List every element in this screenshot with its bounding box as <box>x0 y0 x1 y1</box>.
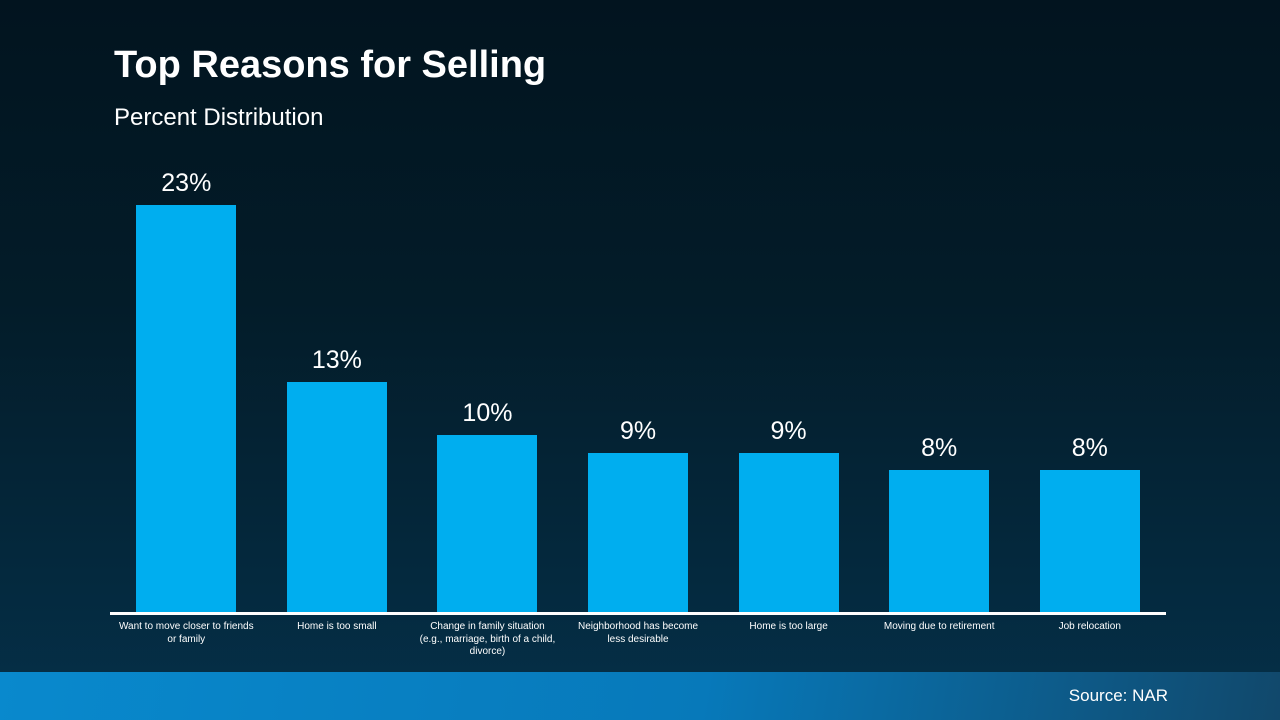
footer-band: Source: NAR <box>0 672 1280 720</box>
chart-subtitle: Percent Distribution <box>114 104 324 131</box>
x-axis-category-label: Job relocation <box>1058 621 1121 632</box>
x-axis-category-label: Home is too large <box>749 621 828 632</box>
source-label: Source: NAR <box>1068 686 1168 705</box>
bar-group: 8% <box>1014 434 1165 612</box>
bar-value-label: 8% <box>1071 434 1108 462</box>
chart-title: Top Reasons for Selling <box>114 44 547 86</box>
bar <box>286 382 387 612</box>
bar-group: 8% <box>864 434 1015 612</box>
bar-value-label: 23% <box>161 169 212 197</box>
bar-value-label: 8% <box>921 434 958 462</box>
x-axis-category-label: Neighborhood has become less desirable <box>577 621 699 645</box>
bar-group: 13% <box>262 346 413 612</box>
bar-group: 9% <box>713 417 864 612</box>
bar-chart-plot-area: 23% 13% 10% 9% 9% 8% 8% <box>111 150 1165 612</box>
bar-value-label: 13% <box>311 346 362 374</box>
bar-group: 9% <box>563 417 714 612</box>
x-axis-line <box>110 612 1166 615</box>
bar <box>136 205 237 612</box>
bar-value-label: 10% <box>462 399 513 427</box>
bar <box>588 453 689 612</box>
bar <box>437 435 538 612</box>
x-axis-category-label: Moving due to retirement <box>883 621 995 632</box>
bar <box>738 453 839 612</box>
bar-group: 23% <box>111 169 262 612</box>
bar-group: 10% <box>412 399 563 612</box>
bar-value-label: 9% <box>619 417 657 445</box>
bar-value-label: 9% <box>770 417 807 445</box>
bar <box>889 470 990 612</box>
x-axis-category-labels: Want to move closer to friends or family… <box>111 621 1165 659</box>
x-axis-category-label: Change in family situation (e.g., marria… <box>419 621 556 657</box>
x-axis-category-label: Home is too small <box>297 621 377 632</box>
x-axis-category-label: Want to move closer to friends or family <box>118 621 254 645</box>
bar <box>1039 470 1140 612</box>
